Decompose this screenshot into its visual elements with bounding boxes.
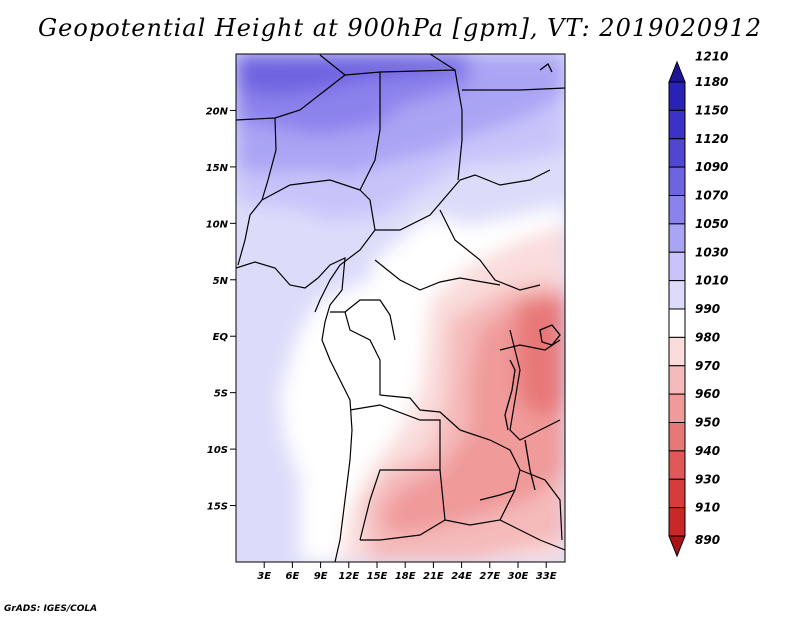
- colorbar: 1210 1180 1150 1120 1090 1070 1050 1030 1010 990 9…: [668, 49, 728, 558]
- y-tick-label: 20N: [206, 106, 229, 117]
- colorbar-label: 1050: [695, 217, 728, 231]
- x-tick-label: 12E: [338, 571, 359, 582]
- border-7: [314, 189, 376, 313]
- lakes: [504, 63, 561, 491]
- colorbar-label: 990: [695, 302, 720, 316]
- y-tick-label: 15N: [206, 163, 229, 174]
- border-17: [360, 519, 446, 541]
- colorbar-label: 1150: [695, 103, 728, 117]
- colorbar-label: 1030: [695, 245, 728, 259]
- border-16: [439, 469, 516, 526]
- border-20: [519, 469, 563, 541]
- colorbar-segment: [668, 308, 686, 338]
- colorbar-label: 1120: [695, 132, 728, 146]
- border-4: [462, 87, 565, 91]
- x-tick-label: 9E: [314, 571, 328, 582]
- colorbar-segment: [668, 450, 686, 480]
- y-tick-label: 10S: [207, 445, 228, 456]
- colorbar-bottom-arrow: [668, 535, 686, 558]
- colorbar-segment: [668, 422, 686, 452]
- x-axis: 3E 6E 9E 12E 15E 18E 21E 24E 27E 30E 33E: [257, 562, 557, 582]
- y-axis: 20N 15N 10N 5N EQ 5S 10S 15S: [206, 106, 236, 513]
- coastline: [236, 257, 353, 562]
- x-tick-label: 27E: [479, 571, 500, 582]
- border-5: [319, 54, 346, 76]
- y-tick-label: 5S: [214, 389, 228, 400]
- colorbar-label: 890: [695, 533, 720, 547]
- country-borders: [236, 54, 565, 551]
- lake-tanganyika: [504, 359, 516, 431]
- colorbar-label: 1180: [695, 75, 728, 89]
- colorbar-segment: [668, 81, 686, 111]
- colorbar-label: 950: [695, 416, 720, 430]
- colorbar-segment: [668, 336, 686, 367]
- colorbar-segment: [668, 109, 686, 140]
- colorbar-segment: [668, 507, 686, 537]
- colorbar-segment: [668, 223, 686, 253]
- colorbar-label: 940: [695, 444, 720, 458]
- border-11: [374, 259, 501, 291]
- x-tick-label: 21E: [423, 571, 444, 582]
- colorbar-segment: [668, 251, 686, 282]
- border-8: [261, 179, 361, 201]
- border-15: [349, 404, 441, 541]
- border-13: [344, 299, 396, 341]
- colorbar-label: 910: [695, 501, 720, 515]
- colorbar-label: 960: [695, 387, 720, 401]
- colorbar-segment: [668, 280, 686, 310]
- colorbar-segment: [668, 195, 686, 225]
- x-tick-label: 3E: [257, 571, 271, 582]
- x-tick-label: 24E: [451, 571, 472, 582]
- colorbar-label: 1210: [695, 49, 728, 63]
- x-tick-label: 18E: [395, 571, 416, 582]
- lake-victoria: [539, 324, 561, 346]
- colorbar-segment: [668, 138, 686, 168]
- border-6: [429, 54, 456, 71]
- colorbar-segment: [668, 166, 686, 196]
- coast-ne: [539, 63, 553, 73]
- border-9: [375, 169, 551, 231]
- x-tick-label: 30E: [508, 571, 529, 582]
- colorbar-label: 930: [695, 472, 720, 486]
- colorbar-top-arrow: [668, 60, 686, 83]
- x-tick-label: 33E: [536, 571, 557, 582]
- colorbar-label: 1070: [695, 189, 728, 203]
- credit-text: GrADS: IGES/COLA: [4, 604, 98, 614]
- height-field: [236, 54, 565, 562]
- border-21: [499, 519, 565, 551]
- colorbar-segment: [668, 478, 686, 509]
- contour-950: [515, 295, 565, 420]
- colorbar-label: 1090: [695, 160, 728, 174]
- lake-malawi: [524, 439, 536, 491]
- colorbar-label: 1010: [695, 274, 728, 288]
- border-18: [509, 329, 561, 441]
- border-3: [379, 69, 463, 181]
- colorbar-segment: [668, 365, 686, 395]
- x-tick-label: 6E: [286, 571, 300, 582]
- border-10: [439, 209, 541, 291]
- y-tick-label: EQ: [213, 332, 229, 343]
- x-tick-label: 15E: [367, 571, 388, 582]
- map-frame: [235, 53, 566, 563]
- colorbar-label: 970: [695, 359, 720, 373]
- y-tick-label: 15S: [207, 502, 228, 513]
- y-tick-label: 10N: [206, 219, 229, 230]
- border-12: [330, 311, 461, 431]
- y-tick-label: 5N: [213, 276, 229, 287]
- chart-title: Geopotential Height at 900hPa [gpm], VT:…: [38, 14, 762, 42]
- colorbar-segment: [668, 393, 686, 423]
- colorbar-label: 980: [695, 330, 720, 344]
